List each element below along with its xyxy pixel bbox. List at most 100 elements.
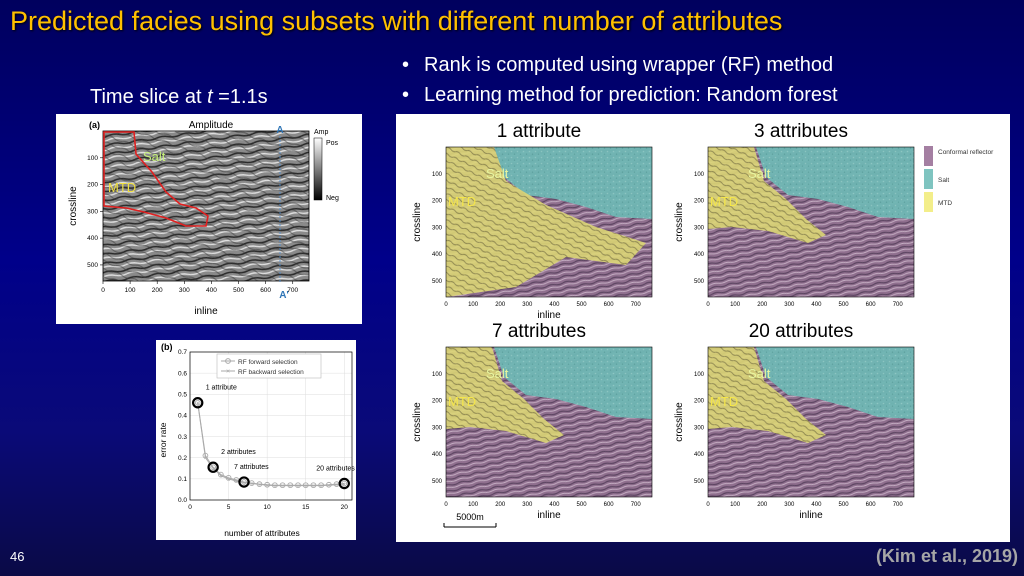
bullet-text: Learning method for prediction: Random f… bbox=[424, 84, 838, 106]
map-ylabel: crossline bbox=[412, 402, 423, 442]
forward-point bbox=[210, 464, 216, 471]
y-tick-label: 500 bbox=[694, 479, 705, 485]
x-tick-label: 700 bbox=[287, 287, 298, 294]
y-tick-label: 100 bbox=[87, 155, 98, 162]
amplitude-title: Amplitude bbox=[189, 120, 234, 131]
backward-point: × bbox=[234, 478, 238, 485]
legend-backward-marker-icon: × bbox=[226, 369, 230, 376]
legend-swatch-salt bbox=[924, 169, 933, 189]
x-tick-label: 100 bbox=[468, 302, 479, 308]
x-tick-label: 100 bbox=[730, 302, 741, 308]
x-tick-label: 400 bbox=[549, 302, 560, 308]
y-tick-label: 300 bbox=[432, 225, 443, 231]
x-tick-label: 400 bbox=[549, 502, 560, 508]
y-tick-label: 200 bbox=[87, 182, 98, 189]
legend-label-conformal: Conformal reflector bbox=[938, 149, 994, 156]
bullet-text: Rank is computed using wrapper (RF) meth… bbox=[424, 54, 834, 76]
x-tick-label: 400 bbox=[811, 302, 822, 308]
chart-ylabel: error rate bbox=[158, 422, 168, 457]
amplitude-texture bbox=[103, 131, 309, 281]
scale-bar: 5000m bbox=[443, 512, 497, 528]
forward-point bbox=[218, 471, 224, 478]
colorbar-bottom: Neg bbox=[326, 195, 339, 202]
chart-frame bbox=[189, 351, 353, 501]
y-tick-label: 0.3 bbox=[178, 434, 187, 441]
y-tick-label: 0.1 bbox=[178, 476, 187, 483]
map-title: 1 attribute bbox=[497, 121, 582, 142]
highlight-point bbox=[207, 461, 219, 473]
mtd-label: MTD bbox=[710, 394, 738, 409]
mtd-region bbox=[708, 147, 826, 243]
x-tick-label: 400 bbox=[811, 502, 822, 508]
backward-point: × bbox=[304, 483, 308, 490]
facies-map-2: 3 attributes Salt MTD 0 100 200 300 400 500 600 70… bbox=[674, 121, 915, 308]
y-tick-label: 300 bbox=[694, 225, 705, 231]
y-tick-label: 0.7 bbox=[178, 349, 187, 356]
map-frame bbox=[445, 346, 653, 498]
x-tick-label: 700 bbox=[893, 302, 904, 308]
x-tick-label: 500 bbox=[839, 302, 850, 308]
x-tick-label: 300 bbox=[522, 502, 533, 508]
x-tick-label: 500 bbox=[839, 502, 850, 508]
x-tick-label: 700 bbox=[631, 302, 642, 308]
scale-bar-label: 5000m bbox=[456, 512, 484, 522]
x-tick-label: 100 bbox=[730, 502, 741, 508]
legend-label-salt: Salt bbox=[938, 177, 949, 184]
x-tick-label: 10 bbox=[264, 504, 272, 511]
salt-label: Salt bbox=[748, 166, 771, 181]
backward-point: × bbox=[219, 473, 223, 480]
legend-forward-label: RF forward selection bbox=[238, 359, 298, 366]
x-tick-label: 500 bbox=[577, 302, 588, 308]
y-tick-label: 400 bbox=[87, 235, 98, 242]
y-tick-label: 100 bbox=[694, 172, 705, 178]
x-tick-label: 700 bbox=[893, 502, 904, 508]
panel-a-letter: (a) bbox=[89, 120, 100, 130]
highlight-label: 1 attribute bbox=[206, 385, 237, 392]
x-tick-label: 300 bbox=[179, 287, 190, 294]
facies-map-4: 20 attributes Salt MTD 0 100 200 300 400 500 600 7… bbox=[674, 321, 915, 521]
bullet-rank-method: • Rank is computed using wrapper (RF) met… bbox=[402, 54, 962, 77]
map-ylabel: crossline bbox=[674, 402, 685, 442]
legend-swatch-mtd bbox=[924, 192, 933, 212]
x-tick-label: 20 bbox=[341, 504, 349, 511]
salt-label: Salt bbox=[486, 366, 509, 381]
backward-point: × bbox=[265, 483, 269, 490]
facies-maps-panel: 1 attribute Salt MTD 0 100 200 300 400 500 600 700… bbox=[396, 114, 1010, 542]
backward-point: × bbox=[250, 481, 254, 488]
marker-a-prime: A' bbox=[279, 290, 289, 301]
y-tick-label: 200 bbox=[432, 399, 443, 405]
x-tick-label: 0 bbox=[188, 504, 192, 511]
y-tick-label: 500 bbox=[432, 479, 443, 485]
x-tick-label: 0 bbox=[444, 302, 448, 308]
y-tick-label: 500 bbox=[432, 279, 443, 285]
x-tick-label: 600 bbox=[604, 302, 615, 308]
legend-forward-marker-icon bbox=[225, 358, 231, 364]
backward-point: × bbox=[296, 483, 300, 490]
highlight-label: 2 attributes bbox=[221, 449, 256, 456]
salt-region bbox=[756, 347, 914, 419]
citation: (Kim et al., 2019) bbox=[875, 546, 1018, 566]
map-xlabel: inline bbox=[537, 510, 561, 521]
y-tick-label: 500 bbox=[694, 279, 705, 285]
x-tick-label: 100 bbox=[468, 502, 479, 508]
x-tick-label: 500 bbox=[577, 502, 588, 508]
x-tick-label: 600 bbox=[866, 502, 877, 508]
salt-region bbox=[494, 147, 652, 219]
highlight-label: 20 attributes bbox=[316, 466, 355, 473]
salt-label: Salt bbox=[748, 366, 771, 381]
map-frame bbox=[707, 346, 915, 498]
time-slice-label: Time slice at t =1.1s bbox=[90, 86, 330, 109]
amplitude-xlabel: inline bbox=[194, 306, 218, 317]
x-tick-label: 200 bbox=[757, 502, 768, 508]
backward-point: × bbox=[258, 482, 262, 489]
y-tick-label: 400 bbox=[432, 452, 443, 458]
error-rate-chart: (b) 0.00.10.20.30.40.50.60.70 5 10 15 20 ×××… bbox=[158, 342, 355, 538]
mtd-label: MTD bbox=[448, 194, 476, 209]
chart-xlabel: number of attributes bbox=[224, 528, 300, 538]
x-tick-label: 0 bbox=[101, 287, 105, 294]
chart-legend: RF forward selection × RF backward selec… bbox=[216, 353, 322, 379]
bullet-learning-method: • Learning method for prediction: Random … bbox=[402, 84, 962, 107]
x-tick-label: 500 bbox=[233, 287, 244, 294]
mtd-region bbox=[446, 347, 564, 443]
amplitude-colorbar bbox=[313, 137, 323, 201]
